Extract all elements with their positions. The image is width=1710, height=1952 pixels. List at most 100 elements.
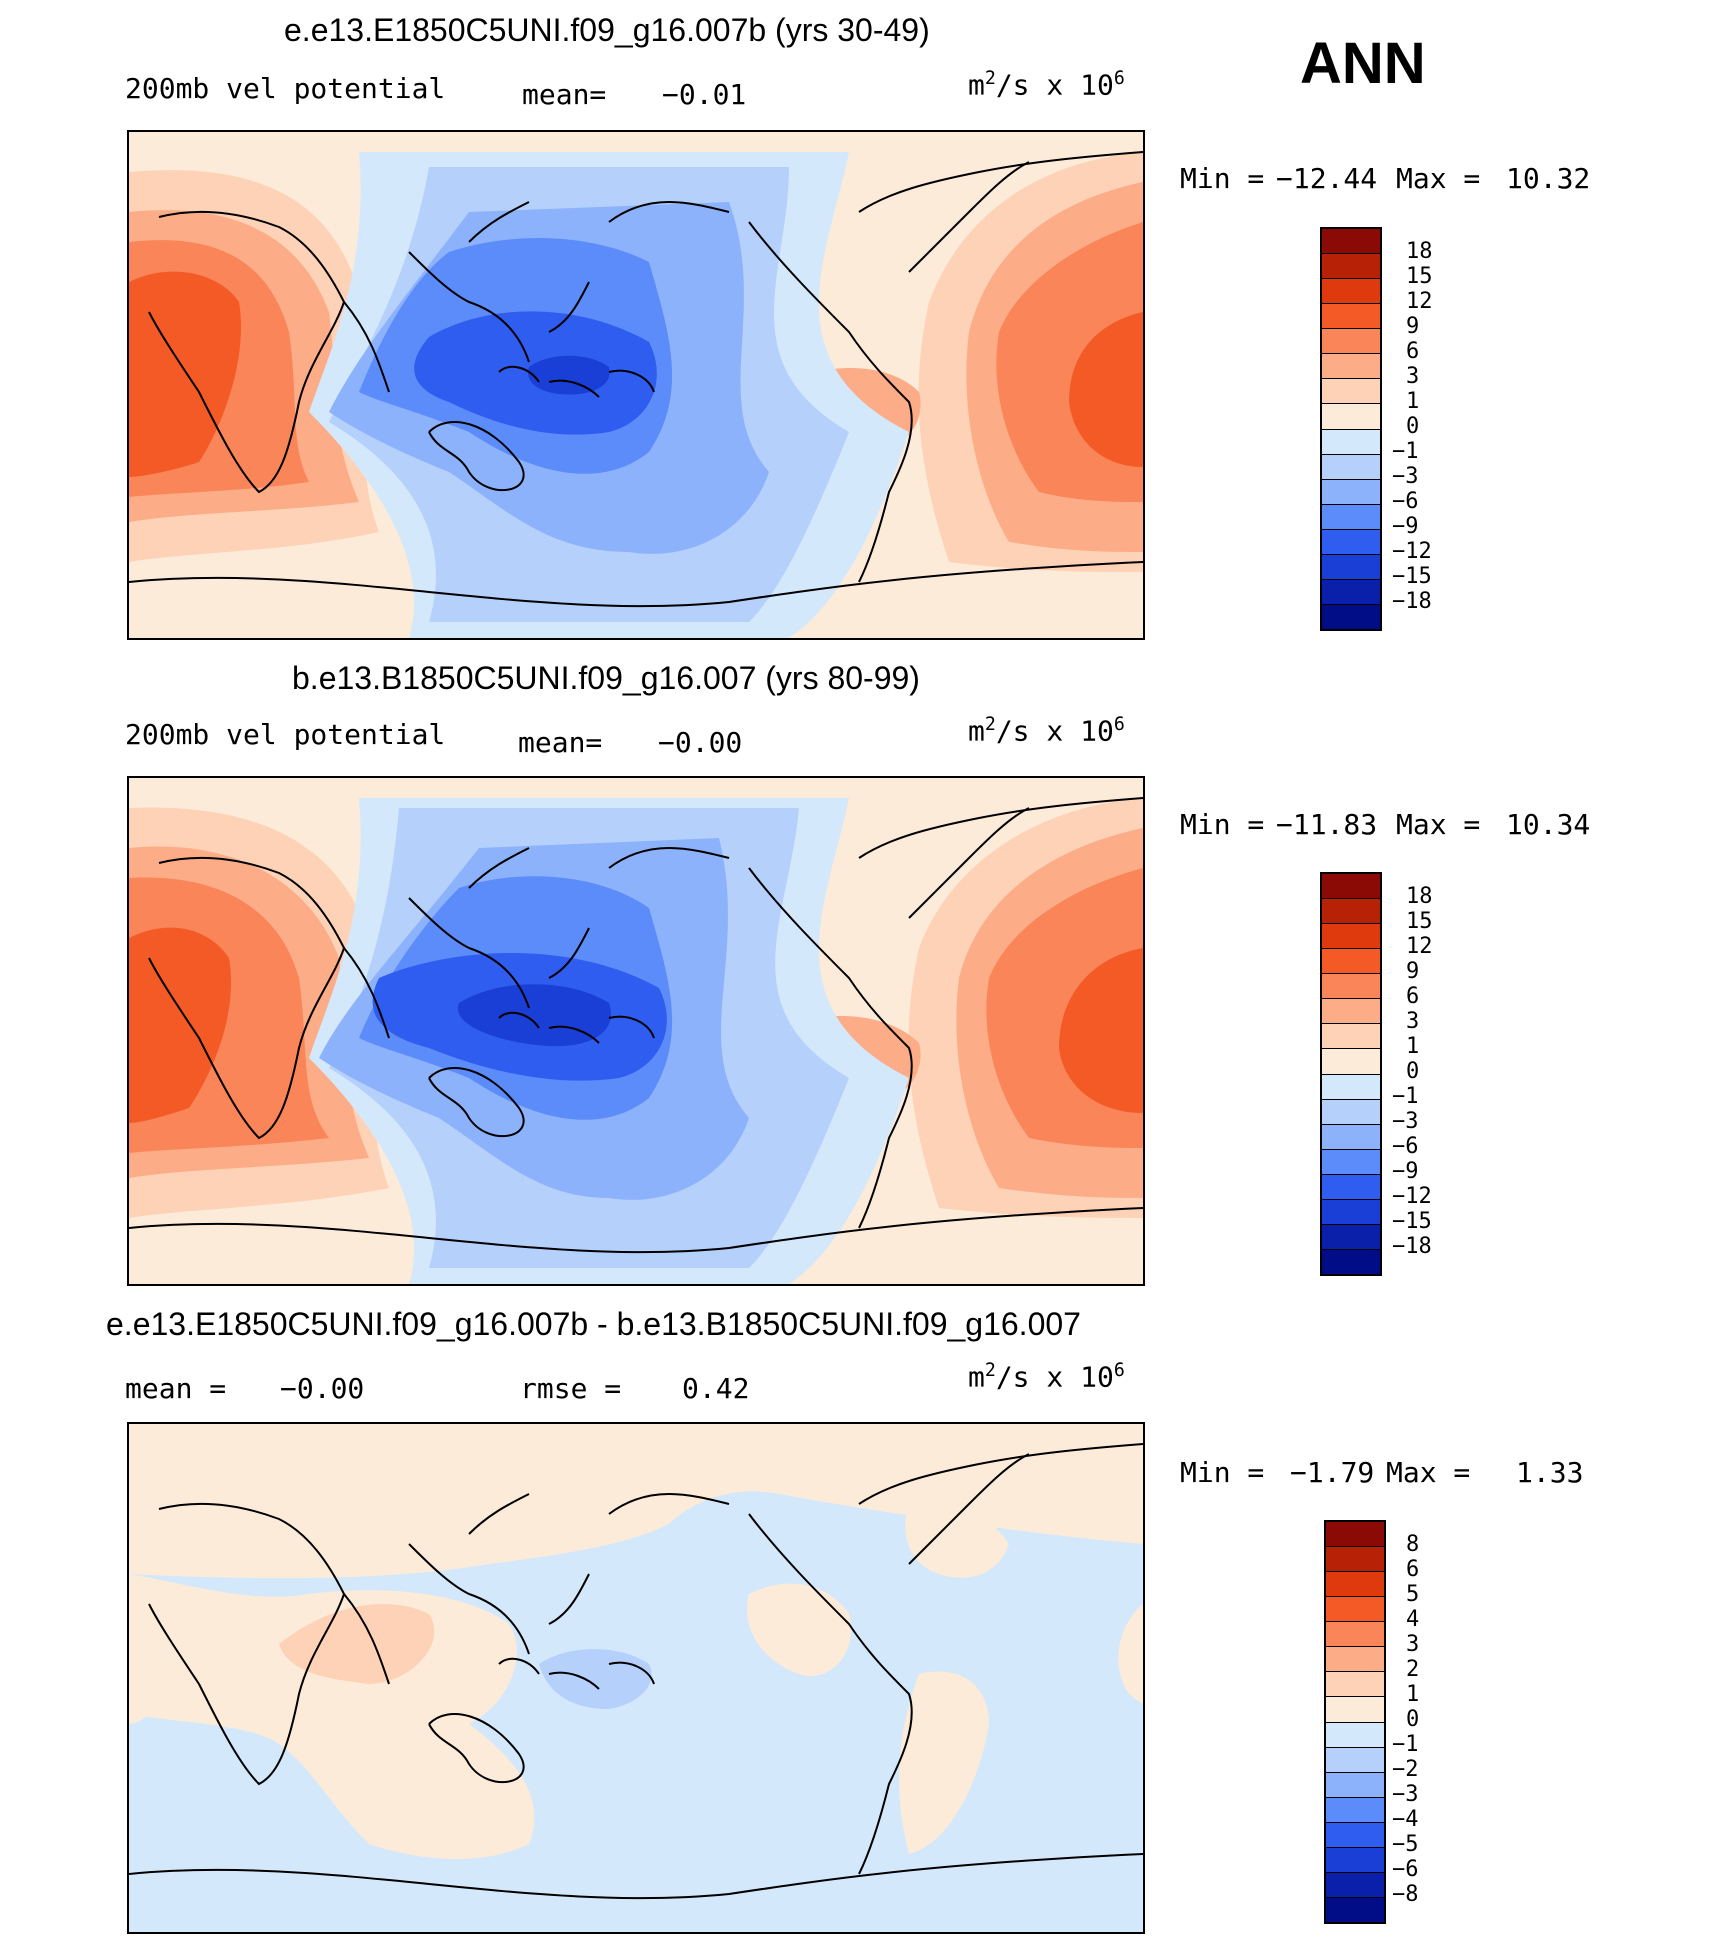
colorbar-tick-label: 1 bbox=[1406, 1034, 1420, 1059]
colorbar-segment bbox=[1326, 1697, 1384, 1723]
colorbar-tick-label: 9 bbox=[1406, 314, 1420, 339]
panel-1-min-value: −12.44 bbox=[1276, 162, 1378, 195]
season-label: ANN bbox=[1300, 31, 1426, 96]
colorbar-tick-label: 0 bbox=[1406, 1707, 1420, 1732]
colorbar-segment bbox=[1322, 1024, 1380, 1050]
panel-2-max-label: Max = bbox=[1396, 808, 1481, 841]
colorbar-tick-label: −15 bbox=[1392, 564, 1432, 589]
panel-1-mean-label: mean= bbox=[522, 78, 607, 111]
panel-2-field-label: 200mb vel potential bbox=[125, 718, 446, 751]
colorbar-segment bbox=[1322, 999, 1380, 1025]
colorbar-segment bbox=[1322, 604, 1380, 629]
panel-1-min-label: Min = bbox=[1180, 162, 1265, 195]
colorbar-tick-label: 1 bbox=[1406, 1682, 1420, 1707]
colorbar-segment bbox=[1322, 1249, 1380, 1274]
panel-2-min-label: Min = bbox=[1180, 808, 1265, 841]
panel-3-mean-value: −0.00 bbox=[280, 1372, 365, 1405]
colorbar-tick-label: −18 bbox=[1392, 589, 1432, 614]
panel-2-mean-value: −0.00 bbox=[658, 726, 743, 759]
panel-3-rmse-label: rmse = bbox=[520, 1372, 622, 1405]
colorbar-tick-label: −3 bbox=[1392, 1782, 1419, 1807]
colorbar-segment bbox=[1322, 1149, 1380, 1175]
colorbar-segment bbox=[1322, 949, 1380, 975]
panel-2-min-value: −11.83 bbox=[1276, 808, 1378, 841]
colorbar-segment bbox=[1326, 1647, 1384, 1673]
colorbar-tick-label: −1 bbox=[1392, 1732, 1419, 1757]
colorbar-tick-label: −2 bbox=[1392, 1757, 1419, 1782]
colorbar-tick-label: 8 bbox=[1406, 1532, 1420, 1557]
panel-1-max-label: Max = bbox=[1396, 162, 1481, 195]
colorbar-tick-label: −8 bbox=[1392, 1882, 1419, 1907]
colorbar-segment bbox=[1322, 1074, 1380, 1100]
colorbar-segment bbox=[1322, 304, 1380, 330]
panel-2-mean-label: mean= bbox=[518, 726, 603, 759]
colorbar-segment bbox=[1322, 329, 1380, 355]
colorbar-segment bbox=[1322, 899, 1380, 925]
colorbar-segment bbox=[1322, 1099, 1380, 1125]
colorbar-tick-label: 3 bbox=[1406, 364, 1420, 389]
colorbar-tick-label: 15 bbox=[1406, 264, 1433, 289]
panel-2-map bbox=[127, 776, 1145, 1286]
panel-1-field-label: 200mb vel potential bbox=[125, 72, 446, 105]
colorbar-segment bbox=[1322, 529, 1380, 555]
panel-3-mean-label: mean = bbox=[125, 1372, 227, 1405]
colorbar-segment bbox=[1322, 924, 1380, 950]
colorbar-segment bbox=[1322, 579, 1380, 605]
colorbar-tick-label: −1 bbox=[1392, 1084, 1419, 1109]
colorbar-tick-label: 2 bbox=[1406, 1657, 1420, 1682]
colorbar-tick-label: 6 bbox=[1406, 984, 1420, 1009]
colorbar-segment bbox=[1326, 1572, 1384, 1598]
panel-1-units: m2/s x 106 bbox=[968, 68, 1125, 102]
colorbar-tick-label: −3 bbox=[1392, 464, 1419, 489]
colorbar-segment bbox=[1326, 1547, 1384, 1573]
colorbar-tick-label: −9 bbox=[1392, 514, 1419, 539]
panel-2-title: b.e13.B1850C5UNI.f09_g16.007 (yrs 80-99) bbox=[292, 660, 920, 696]
colorbar-segment bbox=[1322, 279, 1380, 305]
colorbar-segment bbox=[1326, 1622, 1384, 1648]
colorbar-tick-label: 12 bbox=[1406, 289, 1433, 314]
colorbar-tick-label: −5 bbox=[1392, 1832, 1419, 1857]
panel-3-max-value: 1.33 bbox=[1516, 1456, 1584, 1489]
colorbar-tick-label: −3 bbox=[1392, 1109, 1419, 1134]
colorbar-segment bbox=[1322, 254, 1380, 280]
colorbar-segment bbox=[1322, 1224, 1380, 1250]
colorbar-segment bbox=[1326, 1722, 1384, 1748]
panel-2-units: m2/s x 106 bbox=[968, 714, 1125, 748]
colorbar-tick-label: −15 bbox=[1392, 1209, 1432, 1234]
colorbar-tick-label: 9 bbox=[1406, 959, 1420, 984]
colorbar-segment bbox=[1326, 1597, 1384, 1623]
panel-3-units: m2/s x 106 bbox=[968, 1360, 1125, 1394]
colorbar-segment bbox=[1322, 354, 1380, 380]
colorbar-tick-label: 18 bbox=[1406, 239, 1433, 264]
colorbar-segment bbox=[1326, 1872, 1384, 1898]
colorbar-segment bbox=[1322, 479, 1380, 505]
panel-1-colorbar-labels: 18 15 12 9 6 3 1 0 −1 −3 −6 −9 −12 −15 −18 bbox=[1392, 227, 1512, 627]
colorbar-tick-label: −18 bbox=[1392, 1234, 1432, 1259]
colorbar-segment bbox=[1322, 1199, 1380, 1225]
colorbar-segment bbox=[1322, 974, 1380, 1000]
colorbar-segment bbox=[1322, 454, 1380, 480]
colorbar-tick-label: 0 bbox=[1406, 1059, 1420, 1084]
colorbar-tick-label: −12 bbox=[1392, 539, 1432, 564]
colorbar-tick-label: −6 bbox=[1392, 1857, 1419, 1882]
colorbar-tick-label: −1 bbox=[1392, 439, 1419, 464]
panel-1-map bbox=[127, 130, 1145, 640]
panel-3-colorbar-labels: 8 6 5 4 3 2 1 0 −1 −2 −3 −4 −5 −6 −8 bbox=[1392, 1520, 1512, 1920]
colorbar-segment bbox=[1322, 429, 1380, 455]
panel-3-title: e.e13.E1850C5UNI.f09_g16.007b - b.e13.B1… bbox=[106, 1306, 1081, 1342]
colorbar-segment bbox=[1326, 1772, 1384, 1798]
colorbar-segment bbox=[1326, 1522, 1384, 1548]
colorbar-tick-label: −9 bbox=[1392, 1159, 1419, 1184]
colorbar-tick-label: 12 bbox=[1406, 934, 1433, 959]
colorbar-segment bbox=[1322, 1124, 1380, 1150]
colorbar-tick-label: −12 bbox=[1392, 1184, 1432, 1209]
colorbar-segment bbox=[1322, 554, 1380, 580]
panel-3-colorbar bbox=[1324, 1520, 1386, 1924]
panel-1-title: e.e13.E1850C5UNI.f09_g16.007b (yrs 30-49… bbox=[284, 12, 930, 48]
panel-2-colorbar bbox=[1320, 872, 1382, 1276]
colorbar-tick-label: 6 bbox=[1406, 1557, 1420, 1582]
colorbar-segment bbox=[1322, 379, 1380, 405]
colorbar-segment bbox=[1326, 1747, 1384, 1773]
colorbar-segment bbox=[1326, 1822, 1384, 1848]
panel-2-max-value: 10.34 bbox=[1506, 808, 1591, 841]
